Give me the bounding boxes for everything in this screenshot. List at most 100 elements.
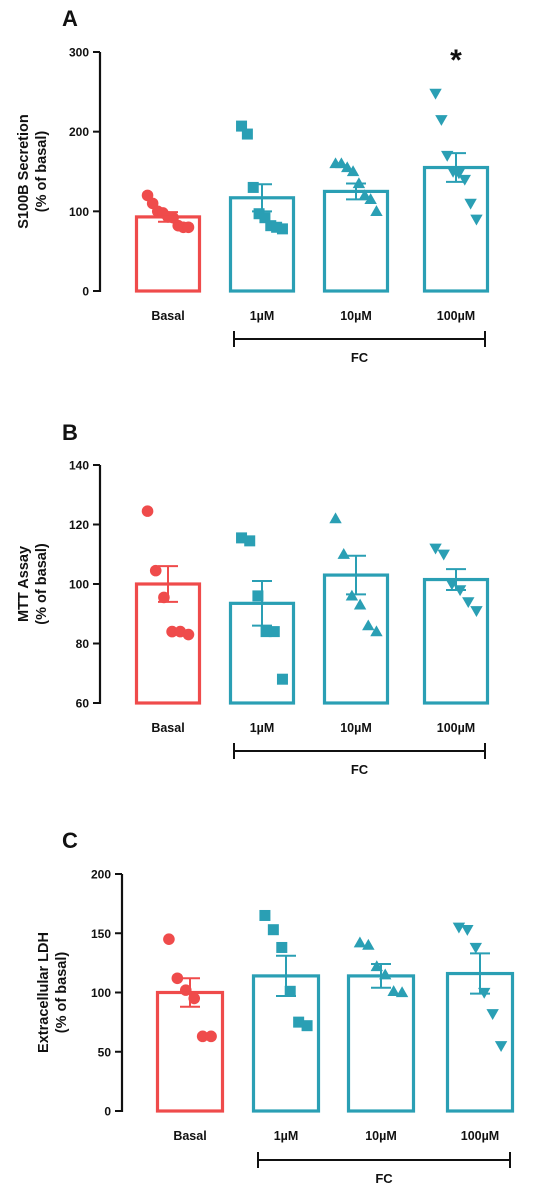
point-square [268,626,280,638]
y-tick-label: 100 [69,205,89,219]
chart-panel-c: C Extracellular LDH (% of basal) 0 50 100 150 2… [36,828,515,1186]
chart-panel-a: A S100B Secretion (% of basal) 0 100 200 300 Ba… [16,6,490,365]
y-axis-title-line: S100B Secretion [16,114,32,228]
y-tick-label: 150 [91,927,111,941]
group-label: FC [375,1171,393,1186]
point-square [260,626,272,638]
point-circle [158,591,170,604]
point-circle [166,625,178,638]
point-triangle-down [469,942,482,954]
point-square [284,985,296,997]
point-square [301,1020,313,1032]
point-square [244,535,256,547]
point-triangle-up [335,157,348,169]
panel-letter: B [62,420,78,445]
y-tick-label: 80 [76,637,90,651]
x-category-label: 100µM [461,1129,499,1143]
panel-letter: A [62,6,78,31]
point-square [271,221,283,233]
point-triangle-up [346,165,360,177]
point-triangle-up [329,512,342,524]
point-triangle-up [370,960,383,972]
point-triangle-down [458,174,471,186]
point-triangle-down [494,1041,508,1053]
point-square [276,673,288,685]
group-label: FC [351,350,369,365]
point-square [236,120,248,132]
point-circle [141,505,154,517]
x-category-label: 1µM [250,309,275,323]
point-triangle-up [370,205,383,216]
y-tick-label: 0 [104,1105,111,1119]
point-triangle-up [358,189,371,201]
y-axis-title: Extracellular LDH (% of basal) [36,932,70,1053]
point-square [259,909,271,921]
y-axis-title-line: (% of basal) [34,131,50,213]
y-axis-title: S100B Secretion (% of basal) [16,114,50,228]
y-tick-label: 50 [98,1045,112,1059]
point-square [252,590,264,602]
x-category-label: Basal [151,309,184,323]
point-circle [171,972,184,985]
y-axis-title-line: (% of basal) [34,543,50,625]
point-triangle-up [387,985,400,996]
bar-3 [422,165,490,293]
x-category-label: 100µM [437,721,475,735]
point-square [236,532,248,544]
point-triangle-down [486,1009,499,1021]
y-tick-label: 100 [69,578,89,592]
point-circle [188,992,201,1005]
group-label: FC [351,762,369,777]
point-square [276,941,288,953]
x-category-label: 10µM [365,1129,397,1143]
point-triangle-down [435,115,448,126]
significance-marker: * [450,44,462,77]
point-square [267,924,279,936]
y-axis-title-line: (% of basal) [54,952,70,1034]
y-tick-label: 0 [82,285,89,299]
point-triangle-down [461,925,474,936]
x-category-label: 10µM [340,309,372,323]
point-circle [182,221,195,234]
point-triangle-up [364,193,377,205]
point-circle [196,1030,209,1043]
chart-panel-b: B MTT Assay (% of basal) 60 80 100 120 140 Basal… [16,420,490,777]
point-triangle-down [429,543,442,555]
y-tick-label: 120 [69,518,89,532]
point-triangle-down [470,606,483,617]
point-circle [163,933,175,945]
point-square [259,212,271,224]
x-category-label: Basal [151,721,184,735]
y-tick-label: 100 [91,986,111,1000]
bar-3 [422,577,490,705]
y-tick-label: 200 [91,868,111,882]
panel-letter: C [62,828,78,853]
point-square [253,208,265,220]
y-axis-title: MTT Assay (% of basal) [16,543,50,625]
point-triangle-up [370,625,383,637]
x-category-label: Basal [173,1129,206,1143]
point-triangle-down [429,88,442,100]
point-triangle-up [395,986,409,998]
bar-0 [155,990,225,1113]
y-axis-title-line: Extracellular LDH [36,932,52,1053]
y-tick-label: 140 [69,459,89,473]
y-tick-label: 60 [76,697,90,711]
point-triangle-up [353,598,367,610]
point-square [293,1016,305,1028]
point-circle [149,564,162,577]
point-circle [182,628,195,641]
point-triangle-up [362,619,375,631]
point-triangle-down [437,549,450,561]
y-tick-label: 300 [69,46,89,60]
x-category-label: 10µM [340,721,372,735]
point-square [276,223,288,235]
x-category-label: 100µM [437,309,475,323]
point-triangle-down [470,214,483,226]
point-triangle-down [464,198,477,210]
point-triangle-down [462,597,475,609]
y-tick-label: 200 [69,125,89,139]
x-category-label: 1µM [274,1129,299,1143]
x-category-label: 1µM [250,721,275,735]
